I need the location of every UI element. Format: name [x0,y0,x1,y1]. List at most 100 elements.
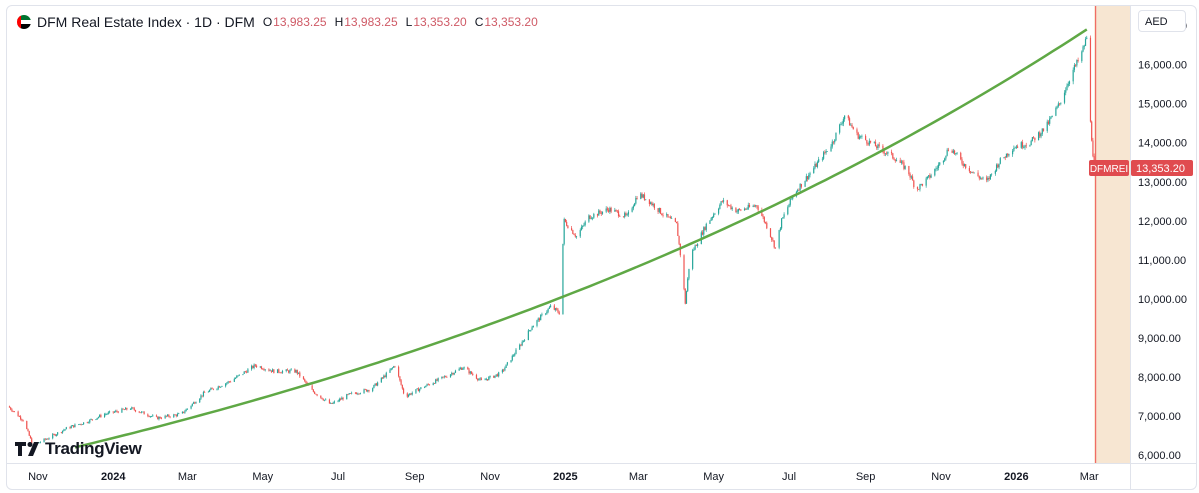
candle-body [895,160,898,162]
x-tick-label: Nov [931,471,951,483]
candle-body [385,372,387,378]
x-tick-label: 2025 [553,471,577,483]
candle-body [546,311,548,314]
candle-body [876,146,878,149]
candle-body [752,205,754,207]
candle-body [1056,106,1058,109]
candle-body [342,397,344,400]
candle-body [21,419,23,421]
candle-body [711,217,714,219]
candle-body [910,176,912,178]
candle-body [935,168,937,170]
y-tick-label: 14,000.00 [1138,138,1187,150]
candle-body [304,379,306,381]
last-price-label: 13,353.20 [1136,163,1185,175]
candle-body [44,438,46,440]
candle-body [1033,137,1035,138]
candle-body [865,135,867,141]
candle-body [527,330,529,341]
candle-body [89,419,91,423]
candle-body [831,141,833,147]
candle-body [1060,102,1062,104]
candle-body [942,160,945,163]
candle-body [1031,137,1034,141]
candle-body [1092,140,1094,157]
candle-body [226,382,228,384]
candle-body [596,214,599,216]
candle-body [489,375,491,378]
candle-body [622,216,625,218]
candle-body [152,415,154,417]
candle-body [930,175,932,178]
candle-body [210,388,212,390]
candle-body [389,369,391,373]
candle-body [524,340,526,341]
y-axis: 17,000.0016,000.0015,000.0014,000.0013,0… [1138,21,1187,463]
candle-body [469,371,471,374]
candle-body [591,217,594,219]
candle-body [1046,121,1048,131]
candle-body [658,207,660,212]
candle-body [816,161,819,167]
candle-body [1068,81,1071,84]
candle-body [435,379,437,384]
candle-body [805,176,807,181]
candle-body [368,390,370,392]
candle-body [756,205,758,207]
symbol-title[interactable]: DFM Real Estate Index · 1D · DFM [37,14,255,30]
candle-body [858,136,861,139]
candle-body [19,416,22,420]
candle-body [671,218,673,219]
candle-body [373,385,375,389]
candle-body [652,204,654,206]
candle-body [225,383,227,387]
tradingview-logo[interactable]: TradingView [15,438,142,460]
candle-body [783,214,785,218]
candle-body [572,230,574,234]
candle-body [1023,147,1025,148]
candle-body [832,141,835,143]
candle-body [824,152,826,153]
candle-body [356,393,358,395]
currency-button[interactable]: AED [1138,10,1186,32]
candle-body [755,205,757,207]
candle-body [599,210,601,213]
candle-body [840,124,842,125]
candle-body [485,379,487,380]
candle-body [899,160,901,163]
candle-body [442,376,444,378]
candle-body [454,370,457,373]
candle-body [69,427,71,429]
candle-body [774,247,777,249]
price-chart[interactable]: 17,000.0016,000.0015,000.0014,000.0013,0… [7,6,1196,489]
open-value: 13,983.25 [273,15,327,29]
candle-body [323,399,326,401]
x-tick-label: 2024 [101,471,126,483]
candle-body [143,411,145,415]
candle-body [338,398,340,402]
candle-body [890,151,893,154]
candle-body [867,143,869,145]
candle-body [1037,132,1040,141]
candle-body [479,378,481,380]
candle-body [998,163,1000,168]
candle-body [217,386,219,389]
candle-body [842,119,844,124]
candle-body [825,151,827,153]
candle-body [48,438,50,440]
candle-body [745,208,747,210]
candle-body [312,389,314,392]
candle-body [237,375,239,377]
candle-body [826,151,828,152]
candle-body [636,198,638,199]
candle-body [651,202,653,206]
candle-body [1008,154,1010,156]
candle-body [714,213,716,215]
candle-body [1089,37,1092,122]
candle-body [999,158,1001,164]
candle-body [410,393,412,395]
close-key: C [474,15,484,29]
candle-body [860,136,862,138]
candle-body [918,189,920,190]
candle-body [729,205,731,207]
